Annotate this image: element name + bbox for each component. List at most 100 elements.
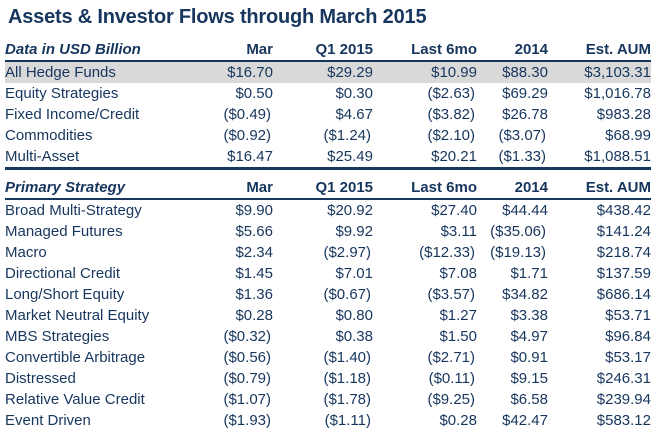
value-cell: $1.45 — [235, 265, 273, 282]
value-cell: ($0.67) — [323, 286, 371, 303]
flows-table-data-in-usd-billion: Data in USD Billion Mar Q1 2015 Last 6mo 201… — [5, 39, 651, 170]
table-row-macro: Macro $2.34 ($2.97) ($12.33) ($19.13) $218.74 — [5, 242, 651, 263]
table-row-relative-value-credit: Relative Value Credit ($1.07) ($1.78) ($9.2… — [5, 389, 651, 410]
value-cell: $16.47 — [227, 148, 273, 165]
value-cell: ($35.06) — [490, 223, 546, 240]
value-cell: ($0.92) — [223, 127, 271, 144]
table-row-convertible-arbitrage: Convertible Arbitrage ($0.56) ($1.40) ($2.7… — [5, 347, 651, 368]
tables-container: Data in USD Billion Mar Q1 2015 Last 6mo 201… — [0, 39, 659, 430]
value-cell: $7.01 — [335, 265, 373, 282]
section-label-header: Data in USD Billion — [5, 39, 203, 62]
value-cell: $9.92 — [335, 223, 373, 240]
value-cell: ($0.11) — [428, 370, 475, 387]
value-cell: $137.59 — [596, 265, 651, 282]
value-cell: $1.27 — [439, 307, 477, 324]
value-cell: ($1.33) — [498, 148, 546, 165]
value-cell: $53.17 — [605, 349, 651, 366]
value-cell: $16.70 — [203, 61, 273, 83]
value-cell: $9.15 — [510, 370, 548, 387]
value-cell: $7.08 — [439, 265, 477, 282]
table-row-broad-multi-strategy: Broad Multi-Strategy $9.90 $20.92 $27.40 $44… — [5, 199, 651, 221]
value-cell: $10.99 — [373, 61, 477, 83]
value-cell: $34.82 — [502, 286, 548, 303]
row-label: Market Neutral Equity — [5, 307, 150, 324]
value-cell: $20.21 — [431, 148, 477, 165]
row-label: Event Driven — [5, 412, 91, 429]
table-row-long-short-equity: Long/Short Equity $1.36 ($0.67) ($3.57) $34.… — [5, 284, 651, 305]
column-header-est-aum: Est. AUM — [548, 39, 651, 62]
value-cell: $0.50 — [235, 85, 273, 102]
value-cell: ($1.11) — [324, 412, 371, 429]
row-label: Multi-Asset — [5, 148, 80, 165]
value-cell: $1,016.78 — [584, 85, 651, 102]
header-row: Primary Strategy Mar Q1 2015 Last 6mo 2014 Es… — [5, 177, 651, 200]
value-cell: $69.29 — [502, 85, 548, 102]
column-header-last-6mo: Last 6mo — [373, 177, 477, 200]
table-row-equity-strategies: Equity Strategies $0.50 $0.30 ($2.63) $69.29… — [5, 83, 651, 104]
value-cell: $68.99 — [605, 127, 651, 144]
value-cell: $9.90 — [235, 202, 273, 219]
value-cell: ($3.07) — [498, 127, 546, 144]
value-cell: $239.94 — [596, 391, 651, 408]
table-row-managed-futures: Managed Futures $5.66 $9.92 $3.11 ($35.06) $1… — [5, 221, 651, 242]
value-cell: ($1.93) — [223, 412, 271, 429]
section-label-header: Primary Strategy — [5, 177, 203, 200]
value-cell: ($3.82) — [427, 106, 475, 123]
column-header-q1-2015: Q1 2015 — [273, 39, 373, 62]
row-label: Convertible Arbitrage — [5, 349, 146, 366]
row-label: Equity Strategies — [5, 85, 119, 102]
value-cell: ($1.24) — [323, 127, 371, 144]
value-cell: $53.71 — [605, 307, 651, 324]
value-cell: ($0.56) — [223, 349, 271, 366]
value-cell: $4.97 — [510, 328, 548, 345]
value-cell: ($12.33) — [419, 244, 475, 261]
value-cell: $583.12 — [596, 412, 651, 429]
value-cell: $3,103.31 — [548, 61, 651, 83]
header-row: Data in USD Billion Mar Q1 2015 Last 6mo 201… — [5, 39, 651, 62]
value-cell: $0.28 — [235, 307, 273, 324]
page-title: Assets & Investor Flows through March 20… — [8, 6, 427, 28]
value-cell: $27.40 — [431, 202, 477, 219]
value-cell: $1.36 — [235, 286, 273, 303]
value-cell: ($0.49) — [223, 106, 271, 123]
row-label: Distressed — [5, 370, 76, 387]
column-header-mar: Mar — [203, 177, 273, 200]
column-header-2014: 2014 — [477, 177, 548, 200]
value-cell: ($0.79) — [223, 370, 271, 387]
value-cell: $26.78 — [502, 106, 548, 123]
value-cell: ($1.40) — [323, 349, 371, 366]
row-label: Managed Futures — [5, 223, 123, 240]
row-label: Relative Value Credit — [5, 391, 145, 408]
value-cell: $686.14 — [596, 286, 651, 303]
value-cell: $0.91 — [510, 349, 548, 366]
value-cell: $20.92 — [327, 202, 373, 219]
column-header-2014: 2014 — [477, 39, 548, 62]
value-cell: $6.58 — [510, 391, 548, 408]
value-cell: $218.74 — [596, 244, 651, 261]
value-cell: ($9.25) — [427, 391, 475, 408]
column-header-q1-2015: Q1 2015 — [273, 177, 373, 200]
value-cell: $5.66 — [235, 223, 273, 240]
value-cell: ($2.10) — [427, 127, 475, 144]
value-cell: ($0.32) — [223, 328, 271, 345]
row-label: All Hedge Funds — [5, 61, 203, 83]
value-cell: $141.24 — [596, 223, 651, 240]
table-row-commodities: Commodities ($0.92) ($1.24) ($2.10) ($3.07) $… — [5, 125, 651, 146]
value-cell: $246.31 — [596, 370, 651, 387]
value-cell: $1,088.51 — [584, 148, 651, 165]
column-header-mar: Mar — [203, 39, 273, 62]
table-row-all-hedge-funds: All Hedge Funds $16.70 $29.29 $10.99 $88.30 $… — [5, 61, 651, 83]
value-cell: ($1.18) — [323, 370, 371, 387]
table-row-mbs-strategies: MBS Strategies ($0.32) $0.38 $1.50 $4.97 $96.… — [5, 326, 651, 347]
value-cell: $0.30 — [335, 85, 373, 102]
table-row-multi-asset: Multi-Asset $16.47 $25.49 $20.21 ($1.33) $1,0… — [5, 146, 651, 169]
value-cell: $0.28 — [439, 412, 477, 429]
value-cell: ($1.78) — [323, 391, 371, 408]
value-cell: $1.71 — [510, 265, 548, 282]
value-cell: $96.84 — [605, 328, 651, 345]
value-cell: $0.38 — [335, 328, 373, 345]
value-cell: $44.44 — [502, 202, 548, 219]
value-cell: $3.11 — [440, 223, 477, 240]
value-cell: $4.67 — [335, 106, 373, 123]
